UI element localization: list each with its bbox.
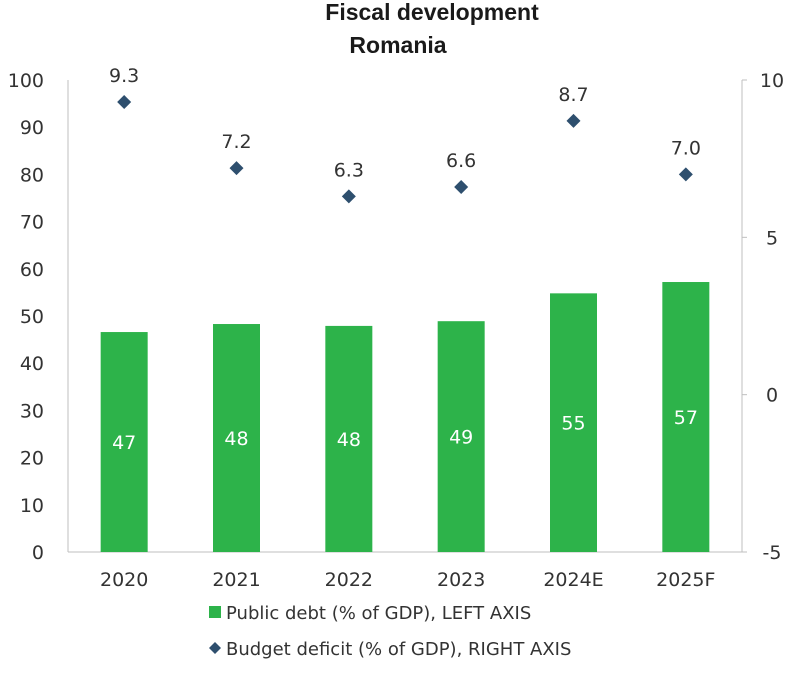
legend-deficit-label: Budget deficit (% of GDP), RIGHT AXIS: [226, 639, 571, 660]
right-axis-tick-label: 5: [766, 227, 778, 249]
deficit-marker: [229, 161, 244, 176]
debt-bar: [213, 324, 260, 552]
left-axis-tick-label: 100: [8, 70, 44, 92]
chart-subtitle: Romania: [349, 32, 446, 58]
deficit-label: 7.0: [671, 137, 701, 159]
deficit-marker: [566, 113, 581, 128]
debt-bar: [325, 325, 373, 552]
left-axis-tick-label: 60: [20, 259, 44, 281]
deficit-marker: [117, 95, 132, 110]
debt-bar: [437, 321, 485, 552]
left-axis-tick-label: 80: [20, 164, 44, 186]
legend-deficit-marker: [209, 642, 221, 654]
debt-bar-label: 48: [224, 428, 248, 450]
x-axis-tick-label: 2020: [100, 569, 148, 591]
x-axis-tick-label: 2024E: [543, 569, 603, 591]
deficit-label: 6.3: [334, 159, 364, 181]
debt-bar-label: 55: [561, 413, 585, 435]
right-axis-tick-label: 0: [766, 385, 778, 407]
axes: 0 10 20 30 40 50 60 70 80 90 100 -5 0 5 10 2020 2021 2022…: [8, 70, 784, 591]
x-axis-tick-label: 2025F: [656, 569, 715, 591]
debt-bar-label: 49: [449, 427, 473, 449]
left-axis-tick-label: 40: [20, 353, 44, 375]
debt-bar-label: 57: [674, 407, 698, 429]
right-axis-tick-label: 10: [760, 70, 784, 92]
deficit-label: 7.2: [221, 131, 251, 153]
deficit-points: 9.3 7.2 6.3 6.6 8.7 7.0: [109, 65, 701, 204]
debt-bar: [100, 332, 148, 552]
x-axis-tick-label: 2023: [437, 569, 485, 591]
deficit-marker: [341, 189, 356, 204]
deficit-marker: [678, 167, 693, 182]
x-axis-tick-label: 2021: [212, 569, 260, 591]
deficit-marker: [454, 179, 469, 194]
left-axis-tick-label: 30: [20, 400, 44, 422]
left-axis-tick-label: 20: [20, 448, 44, 470]
debt-bar-label: 47: [112, 432, 136, 454]
left-axis-tick-label: 50: [20, 306, 44, 328]
debt-bar: [662, 282, 710, 552]
left-axis-tick-label: 90: [20, 117, 44, 139]
left-axis-tick-label: 70: [20, 212, 44, 234]
bars: 47 48 48 49 55 57: [100, 282, 710, 552]
left-axis-tick-label: 0: [32, 542, 44, 564]
legend-debt-label: Public debt (% of GDP), LEFT AXIS: [226, 603, 531, 624]
left-axis-tick-label: 10: [20, 495, 44, 517]
chart-title: Fiscal development: [325, 0, 539, 25]
legend: Public debt (% of GDP), LEFT AXIS Budget …: [209, 603, 571, 660]
debt-bar: [550, 293, 597, 552]
x-axis-tick-label: 2022: [325, 569, 373, 591]
debt-bar-label: 48: [337, 429, 361, 451]
right-axis-tick-label: -5: [763, 542, 782, 564]
deficit-label: 6.6: [446, 150, 476, 172]
deficit-label: 9.3: [109, 65, 139, 87]
legend-debt-swatch: [209, 606, 221, 618]
deficit-label: 8.7: [558, 84, 588, 106]
